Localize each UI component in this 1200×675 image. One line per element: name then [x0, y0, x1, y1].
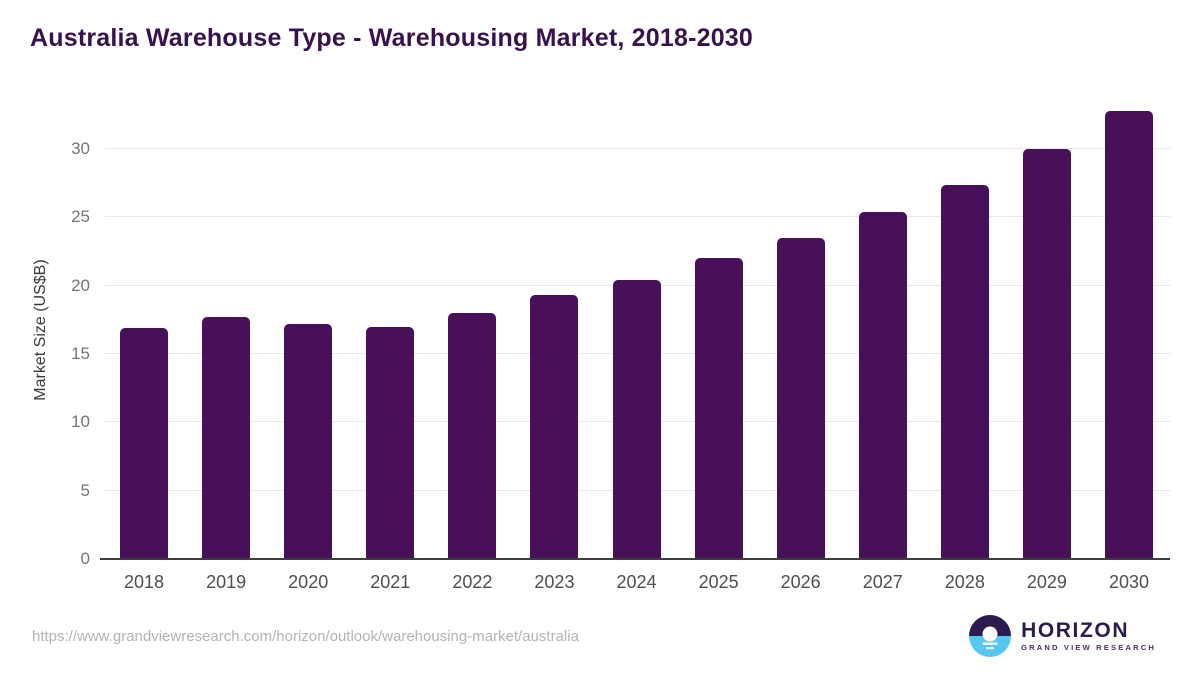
y-axis-title: Market Size (US$B) [32, 259, 49, 401]
gridline-30 [105, 148, 1170, 150]
bar-slot-2023: 2023 [513, 100, 595, 592]
logo-brand-text: HORIZON [1021, 619, 1130, 643]
y-tick-label-25: 25 [71, 207, 90, 227]
bar-series: 2018 2019 2020 2021 2022 2023 2024 2025 2026 2027… [103, 100, 1170, 592]
x-tick-label-2025: 2025 [698, 572, 739, 592]
bar-slot-2024: 2024 [595, 100, 677, 592]
bar-slot-2027: 2027 [842, 100, 924, 592]
bar-2026 [776, 237, 825, 559]
logo-sub-text: GRAND VIEW RESEARCH [1021, 643, 1156, 653]
bar-2028 [940, 184, 989, 559]
source-url: https://www.grandviewresearch.com/horizo… [32, 628, 579, 645]
bar-2021 [366, 326, 415, 559]
bar-2027 [858, 212, 907, 559]
x-tick-label-2029: 2029 [1026, 572, 1067, 592]
x-tick-label-2026: 2026 [780, 572, 821, 592]
bar-slot-2019: 2019 [185, 100, 267, 592]
bar-2022 [448, 313, 497, 559]
bar-2018 [120, 328, 169, 559]
y-tick-label-15: 15 [71, 344, 90, 364]
y-tick-label-5: 5 [80, 480, 90, 500]
bar-2030 [1104, 110, 1153, 559]
bar-slot-2026: 2026 [760, 100, 842, 592]
bar-slot-2029: 2029 [1006, 100, 1088, 592]
horizon-logo: HORIZON GRAND VIEW RESEARCH [969, 615, 1156, 657]
bar-slot-2028: 2028 [924, 100, 1006, 592]
y-tick-label-30: 30 [71, 139, 90, 159]
bar-slot-2025: 2025 [678, 100, 760, 592]
plot-area: 2018 2019 2020 2021 2022 2023 2024 2025 2026 2027… [71, 100, 1170, 592]
bar-2029 [1022, 149, 1071, 559]
x-tick-label-2030: 2030 [1108, 572, 1149, 592]
bar-2020 [284, 324, 333, 559]
y-tick-label-0: 0 [80, 549, 90, 568]
x-tick-label-2023: 2023 [534, 572, 575, 592]
x-axis-line [100, 558, 1170, 560]
chart-title: Australia Warehouse Type - Warehousing M… [30, 24, 754, 52]
x-tick-label-2021: 2021 [370, 572, 411, 592]
x-tick-label-2019: 2019 [206, 572, 247, 592]
x-tick-label-2028: 2028 [944, 572, 985, 592]
x-tick-label-2027: 2027 [862, 572, 903, 592]
gridline-25 [105, 216, 1170, 218]
bar-2024 [612, 280, 661, 559]
x-tick-label-2024: 2024 [616, 572, 657, 592]
bar-slot-2020: 2020 [267, 100, 349, 592]
horizon-wordmark: HORIZON GRAND VIEW RESEARCH [1021, 620, 1156, 652]
x-tick-label-2018: 2018 [124, 572, 165, 592]
bar-slot-2021: 2021 [349, 100, 431, 592]
bar-2023 [530, 295, 579, 559]
bar-slot-2030: 2030 [1088, 100, 1170, 592]
bar-2025 [694, 258, 743, 559]
bar-2019 [202, 317, 251, 559]
bar-slot-2022: 2022 [431, 100, 513, 592]
y-tick-label-10: 10 [71, 412, 90, 432]
horizon-sun-icon [969, 615, 1012, 657]
x-tick-label-2022: 2022 [452, 572, 493, 592]
x-tick-label-2020: 2020 [288, 572, 329, 592]
bar-slot-2018: 2018 [103, 100, 185, 592]
y-tick-label-20: 20 [71, 275, 90, 295]
